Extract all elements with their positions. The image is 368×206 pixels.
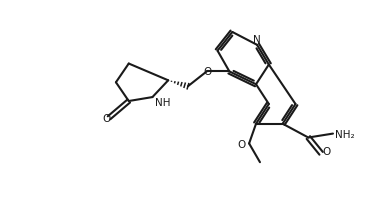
Text: O: O xyxy=(204,67,212,77)
Text: O: O xyxy=(322,146,330,157)
Text: NH₂: NH₂ xyxy=(335,129,355,139)
Text: NH: NH xyxy=(155,97,171,108)
Text: O: O xyxy=(237,140,245,150)
Text: O: O xyxy=(102,113,110,123)
Text: N: N xyxy=(253,35,261,45)
